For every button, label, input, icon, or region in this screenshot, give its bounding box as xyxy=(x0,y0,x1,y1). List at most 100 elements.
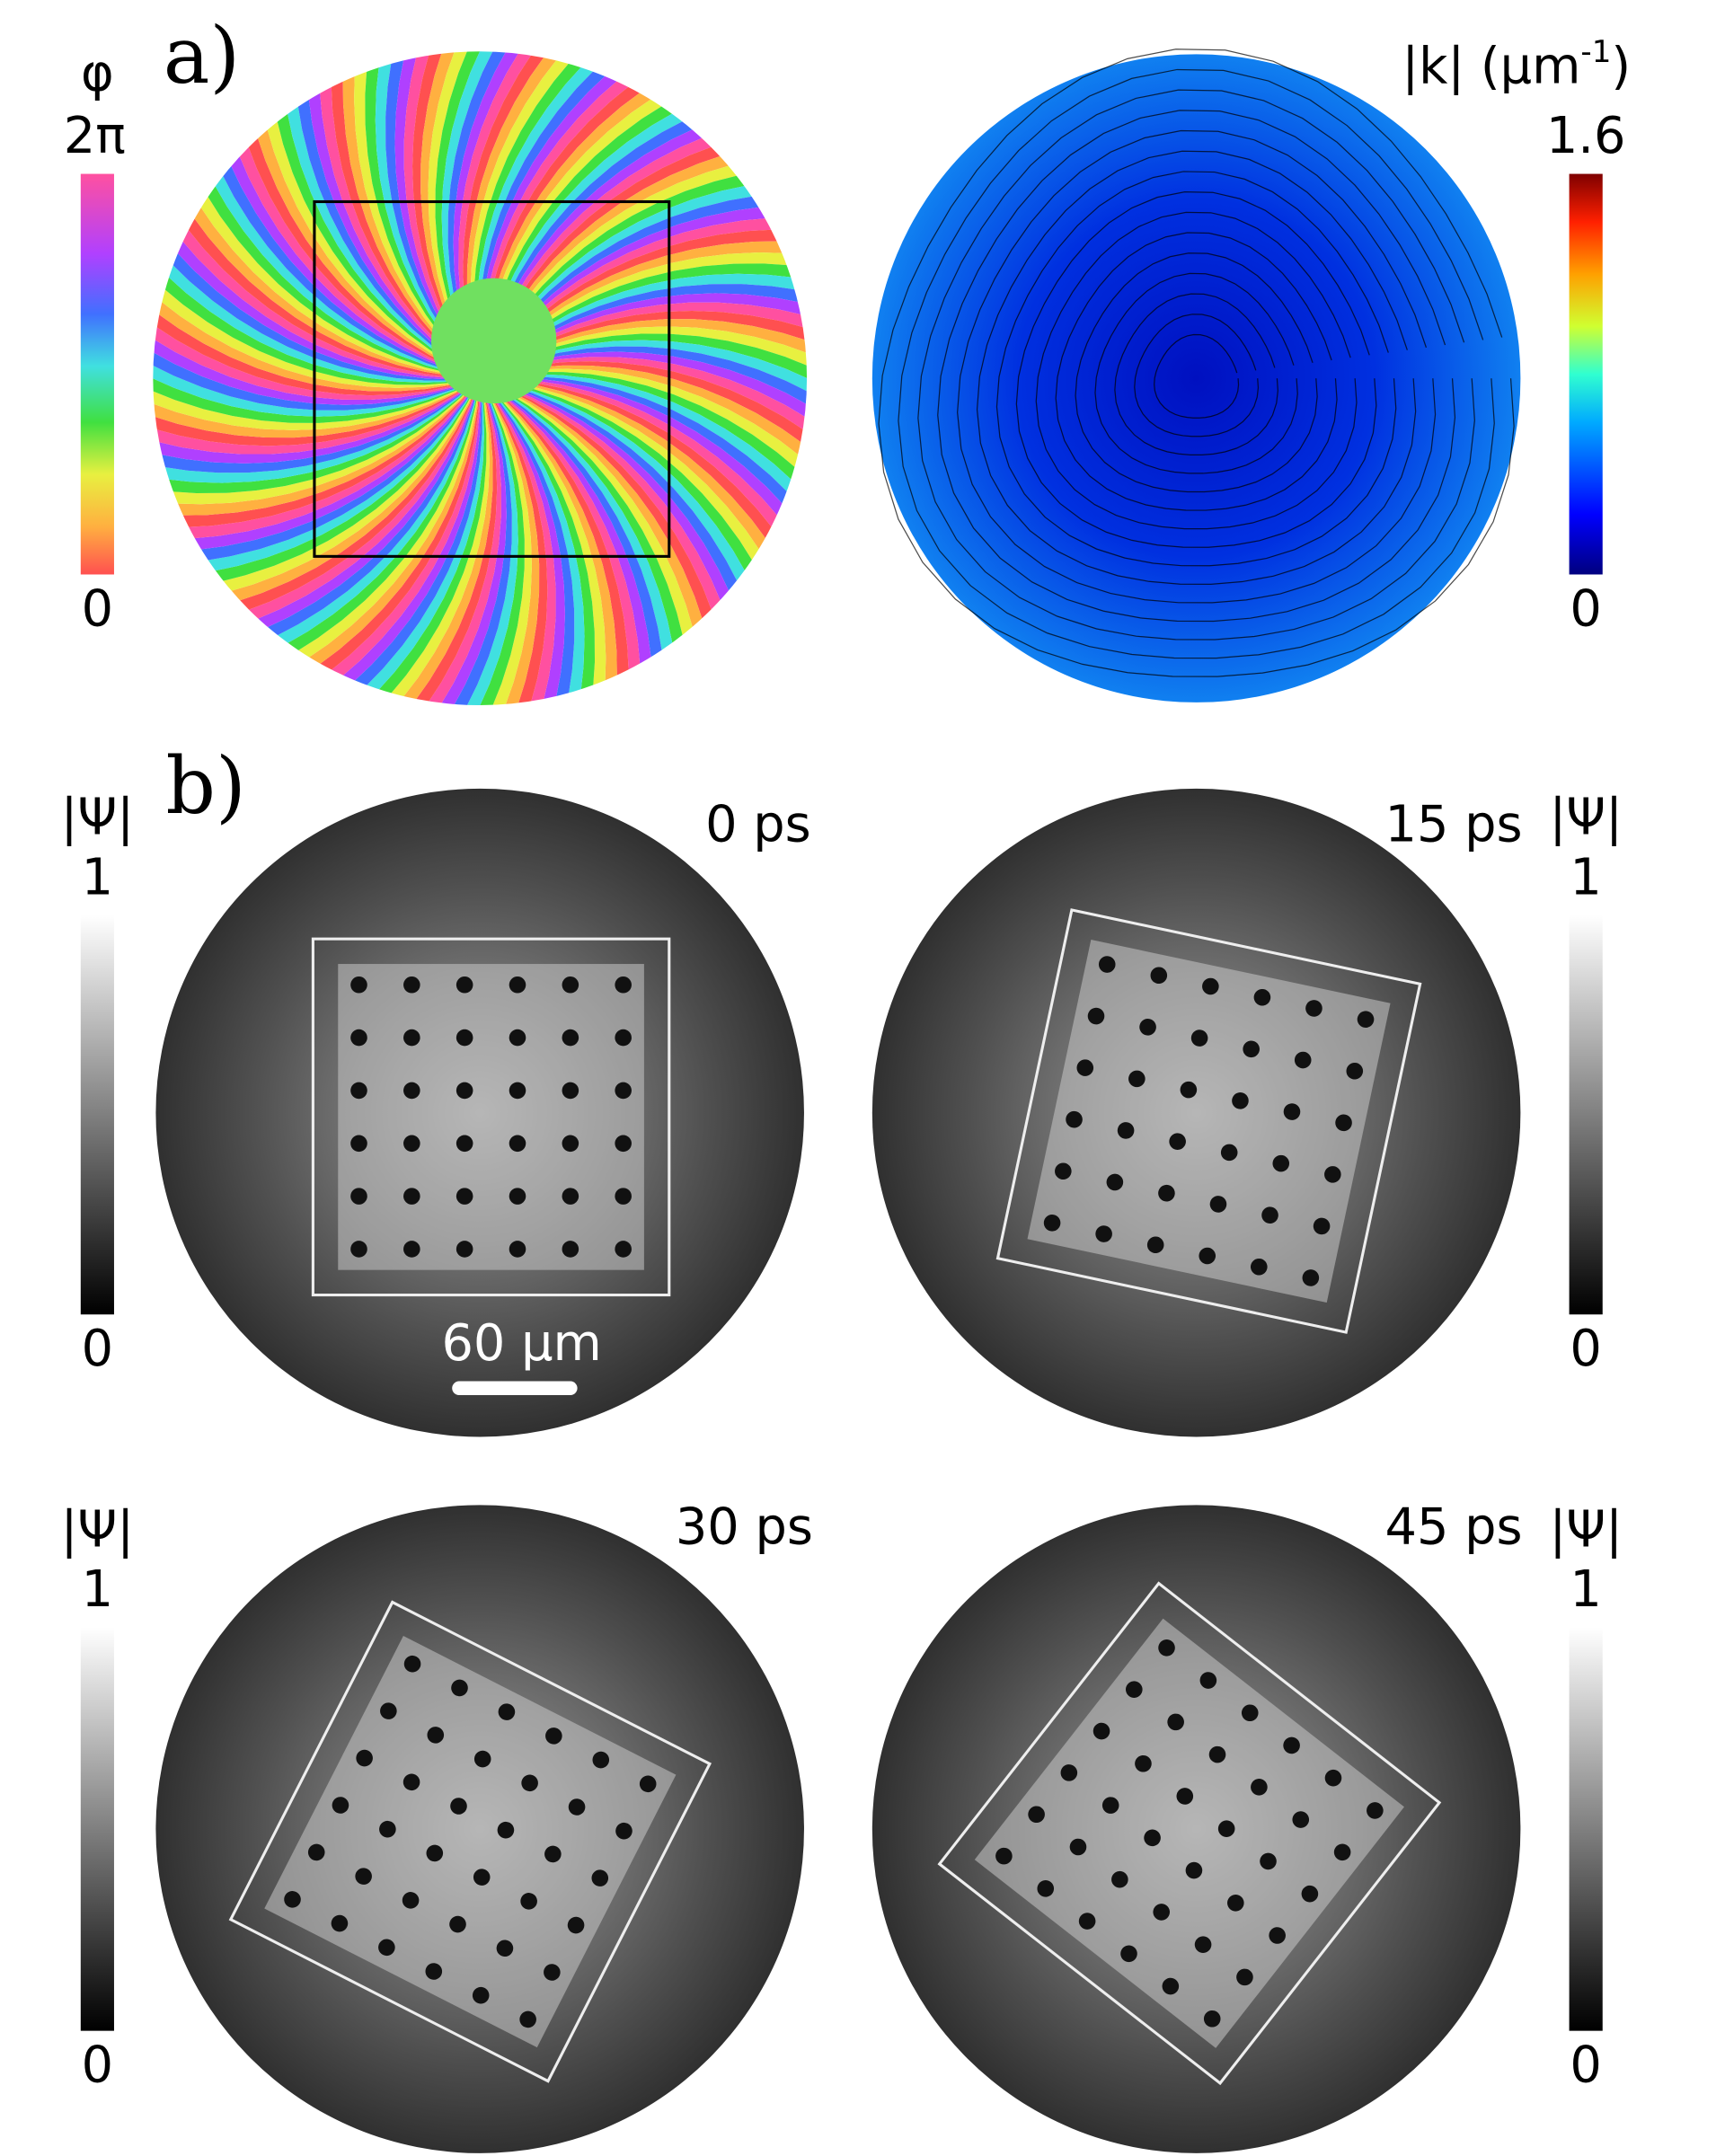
streamline xyxy=(898,68,1495,659)
vortex xyxy=(498,1703,516,1720)
time-label: 45 ps xyxy=(1385,1498,1523,1556)
vortex xyxy=(350,1188,367,1205)
phase-wedge xyxy=(480,357,808,453)
vortex xyxy=(591,1869,609,1886)
vortex xyxy=(1194,1936,1212,1953)
phase-wedge xyxy=(480,340,808,411)
vortex xyxy=(1128,1070,1146,1088)
vortex xyxy=(456,1188,473,1205)
panel-label: a) xyxy=(164,12,241,102)
vortex xyxy=(496,1940,514,1957)
vortex xyxy=(497,1821,515,1839)
vortex xyxy=(1106,1173,1124,1191)
vortex xyxy=(1162,1977,1180,1995)
phase-wedge xyxy=(392,378,498,706)
vortex xyxy=(562,1082,579,1100)
vortex xyxy=(509,1135,526,1153)
vortex xyxy=(1243,1040,1260,1058)
vortex xyxy=(1069,1838,1087,1856)
vortex xyxy=(1153,1904,1171,1921)
vortex xyxy=(1261,1206,1278,1224)
vortex-lattice xyxy=(937,1581,1442,2086)
vortex xyxy=(1199,1672,1217,1689)
colorbar xyxy=(80,173,114,575)
colorbar-min: 0 xyxy=(1570,579,1601,638)
streamline xyxy=(1035,211,1358,530)
lattice-box xyxy=(995,908,1422,1334)
vortex xyxy=(427,1727,445,1744)
vortex xyxy=(380,1702,397,1719)
vortex xyxy=(509,1082,526,1100)
vortex xyxy=(521,1774,538,1792)
phase-wedge xyxy=(153,263,481,388)
vortex xyxy=(1111,1870,1128,1888)
vortex xyxy=(562,976,579,994)
vortex xyxy=(449,1915,466,1933)
vortex xyxy=(1241,1704,1259,1722)
vortex xyxy=(1260,1852,1277,1870)
phase-wedge xyxy=(463,51,568,379)
streamline xyxy=(1094,272,1298,474)
vortex xyxy=(1060,1764,1078,1781)
vortex xyxy=(1236,1968,1253,1986)
vortex xyxy=(456,1029,473,1047)
phase-wedge xyxy=(159,199,481,379)
vortex xyxy=(1208,1745,1226,1763)
vortex xyxy=(509,1241,526,1258)
vortex xyxy=(1101,1797,1119,1814)
colorbar-max: 2π xyxy=(64,107,126,165)
vortex xyxy=(562,1029,579,1047)
symbol-tail: ) xyxy=(1611,38,1631,96)
vortex xyxy=(284,1891,301,1908)
vortex xyxy=(1095,1225,1112,1242)
panel-label: b) xyxy=(166,742,246,832)
colorbar-symbol: |Ψ| xyxy=(61,789,134,847)
vortex xyxy=(378,1939,395,1957)
phase-wedge xyxy=(313,378,482,706)
phase-wedge xyxy=(338,378,484,706)
vortex xyxy=(402,1773,420,1791)
streamline xyxy=(937,110,1456,623)
phase-wedge xyxy=(441,51,512,379)
phase-wedge xyxy=(428,51,484,379)
vortex xyxy=(1158,1639,1175,1657)
vortex xyxy=(355,1868,372,1885)
vortex xyxy=(356,1749,373,1767)
phase-wedge xyxy=(453,51,540,379)
vortex xyxy=(1185,1861,1203,1879)
colorbar-min: 0 xyxy=(82,2037,113,2095)
vortex xyxy=(1202,977,1219,995)
vortex xyxy=(1076,1059,1094,1076)
scale-bar xyxy=(452,1381,578,1396)
vortex xyxy=(520,1893,537,1910)
vortex xyxy=(403,1082,420,1100)
phase-wedge xyxy=(480,241,808,379)
phase-wedge xyxy=(480,64,672,379)
phase-wedge xyxy=(480,229,808,379)
vortex xyxy=(456,1082,473,1100)
phase-wedge xyxy=(153,318,481,405)
vortex xyxy=(1120,1945,1137,1963)
vortex xyxy=(567,1916,585,1934)
colorbar-symbol: |Ψ| xyxy=(1549,1500,1622,1559)
vortex xyxy=(615,1822,632,1840)
vortex xyxy=(1098,956,1116,973)
vortex xyxy=(1220,1144,1238,1162)
lattice-core xyxy=(1027,939,1391,1303)
vortex xyxy=(456,976,473,994)
phase-wedge xyxy=(300,378,481,700)
phase-wedge xyxy=(153,375,481,430)
phase-wedge xyxy=(480,57,660,379)
vortex xyxy=(403,1135,420,1153)
vortex xyxy=(1324,1769,1342,1787)
phase-wedge xyxy=(153,290,481,396)
phase-wedge xyxy=(480,378,617,706)
vortex xyxy=(1301,1885,1319,1903)
vortex xyxy=(1203,2010,1221,2028)
phase-wedge xyxy=(480,378,654,702)
vortex xyxy=(1251,1258,1268,1276)
vortex xyxy=(545,1727,562,1745)
vortex xyxy=(1232,1092,1249,1109)
phase-wedge xyxy=(378,378,493,706)
